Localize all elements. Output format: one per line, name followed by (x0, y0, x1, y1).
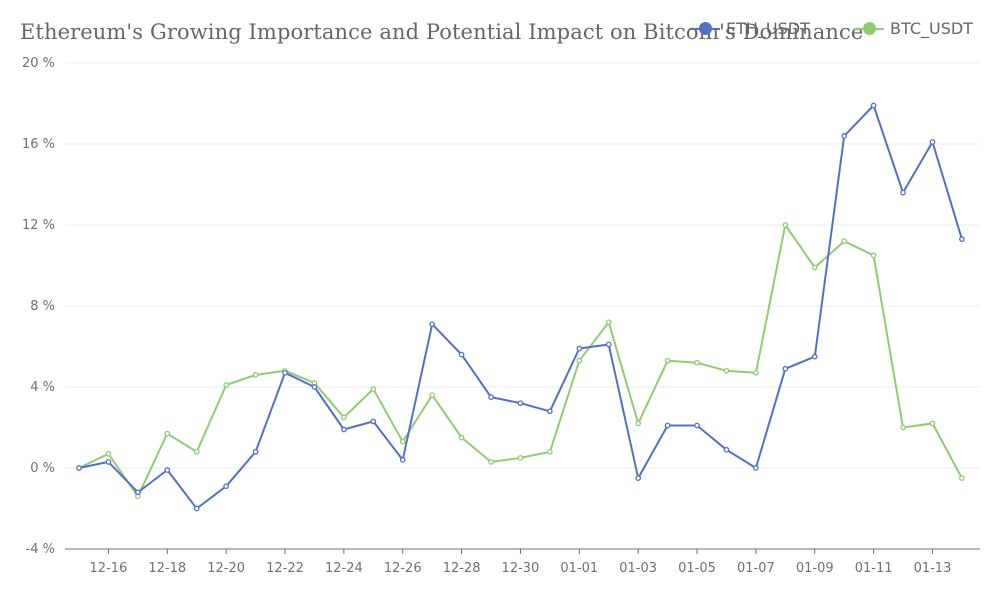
data-point-btc_usdt (370, 386, 377, 392)
data-point-eth_usdt (193, 505, 200, 512)
data-point-eth_usdt (135, 489, 141, 496)
data-point-eth_usdt (252, 448, 259, 455)
data-point-eth_usdt (282, 369, 288, 376)
y-tick-label: 8 % (30, 299, 55, 314)
data-point-btc_usdt (929, 420, 936, 427)
legend-btc-label: BTC_USDT (890, 19, 973, 38)
data-point-btc_usdt (723, 367, 730, 374)
legend-btc-dot-icon (863, 22, 876, 35)
data-point-btc_usdt (900, 424, 906, 431)
data-point-eth_usdt (576, 345, 583, 352)
x-tick-label: 01-07 (737, 561, 775, 576)
chart-title: Ethereum's Growing Importance and Potent… (20, 20, 864, 44)
data-point-eth_usdt (341, 426, 347, 433)
data-point-btc_usdt (635, 420, 642, 427)
y-tick-label: 20 % (22, 56, 55, 71)
x-tick-label: 01-13 (914, 561, 952, 576)
data-point-btc_usdt (841, 238, 848, 245)
data-point-btc_usdt (223, 382, 229, 388)
data-point-btc_usdt (488, 459, 494, 465)
x-tick-label: 01-01 (560, 561, 598, 576)
y-tick-label: 16 % (22, 137, 55, 152)
data-point-eth_usdt (488, 394, 494, 400)
data-point-btc_usdt (105, 450, 112, 457)
data-point-btc_usdt (694, 359, 700, 366)
data-point-btc_usdt (664, 357, 671, 364)
data-point-eth_usdt (782, 365, 789, 372)
data-point-btc_usdt (959, 475, 965, 481)
data-point-btc_usdt (576, 357, 583, 364)
data-point-eth_usdt (959, 236, 965, 243)
x-tick-label: 01-11 (855, 561, 893, 576)
data-point-eth_usdt (753, 465, 759, 471)
data-point-btc_usdt (870, 252, 877, 259)
data-point-eth_usdt (664, 422, 671, 429)
data-point-eth_usdt (370, 418, 377, 425)
y-tick-label: 4 % (30, 380, 55, 395)
data-point-btc_usdt (429, 392, 436, 398)
data-point-eth_usdt (605, 341, 612, 348)
legend-eth-label: ETH_USDT (726, 19, 810, 38)
x-tick-label: 12-30 (502, 561, 540, 576)
data-point-eth_usdt (841, 133, 848, 139)
x-tick-label: 12-24 (325, 561, 363, 576)
data-point-eth_usdt (429, 321, 436, 328)
data-point-eth_usdt (76, 465, 82, 471)
x-tick-label: 12-20 (207, 561, 245, 576)
data-point-eth_usdt (223, 483, 229, 490)
data-point-btc_usdt (517, 455, 524, 461)
data-point-btc_usdt (341, 414, 347, 421)
data-point-btc_usdt (458, 434, 465, 441)
data-point-eth_usdt (723, 446, 730, 453)
data-point-eth_usdt (811, 353, 818, 360)
data-point-btc_usdt (782, 222, 789, 228)
data-point-eth_usdt (311, 384, 318, 390)
data-point-eth_usdt (105, 459, 112, 465)
data-point-eth_usdt (635, 475, 642, 481)
series-line-eth_usdt (78, 104, 963, 510)
data-point-eth_usdt (929, 139, 936, 145)
x-tick-label: 12-18 (148, 561, 186, 576)
data-point-eth_usdt (517, 400, 524, 407)
data-point-btc_usdt (252, 371, 259, 378)
data-point-btc_usdt (605, 319, 612, 326)
y-tick-label: -4 % (26, 542, 55, 557)
x-tick-label: 12-16 (90, 561, 128, 576)
data-point-eth_usdt (870, 102, 877, 109)
data-point-btc_usdt (193, 448, 200, 455)
x-tick-label: 01-03 (619, 561, 657, 576)
data-point-eth_usdt (458, 351, 465, 358)
data-point-btc_usdt (547, 448, 553, 455)
x-tick-label: 12-26 (384, 561, 422, 576)
data-point-eth_usdt (900, 189, 906, 196)
legend-eth-dot-icon (699, 22, 712, 35)
data-point-btc_usdt (164, 430, 171, 437)
data-point-btc_usdt (753, 369, 759, 376)
data-point-eth_usdt (399, 457, 406, 463)
x-tick-label: 01-05 (678, 561, 716, 576)
data-point-btc_usdt (811, 264, 818, 271)
data-point-eth_usdt (164, 467, 171, 473)
y-tick-label: 12 % (22, 218, 55, 233)
y-tick-label: 0 % (30, 461, 55, 476)
x-tick-label: 12-22 (266, 561, 304, 576)
data-point-eth_usdt (547, 408, 553, 415)
x-tick-label: 12-28 (443, 561, 481, 576)
data-point-eth_usdt (694, 422, 700, 429)
x-tick-label: 01-09 (796, 561, 834, 576)
data-point-btc_usdt (399, 438, 406, 445)
